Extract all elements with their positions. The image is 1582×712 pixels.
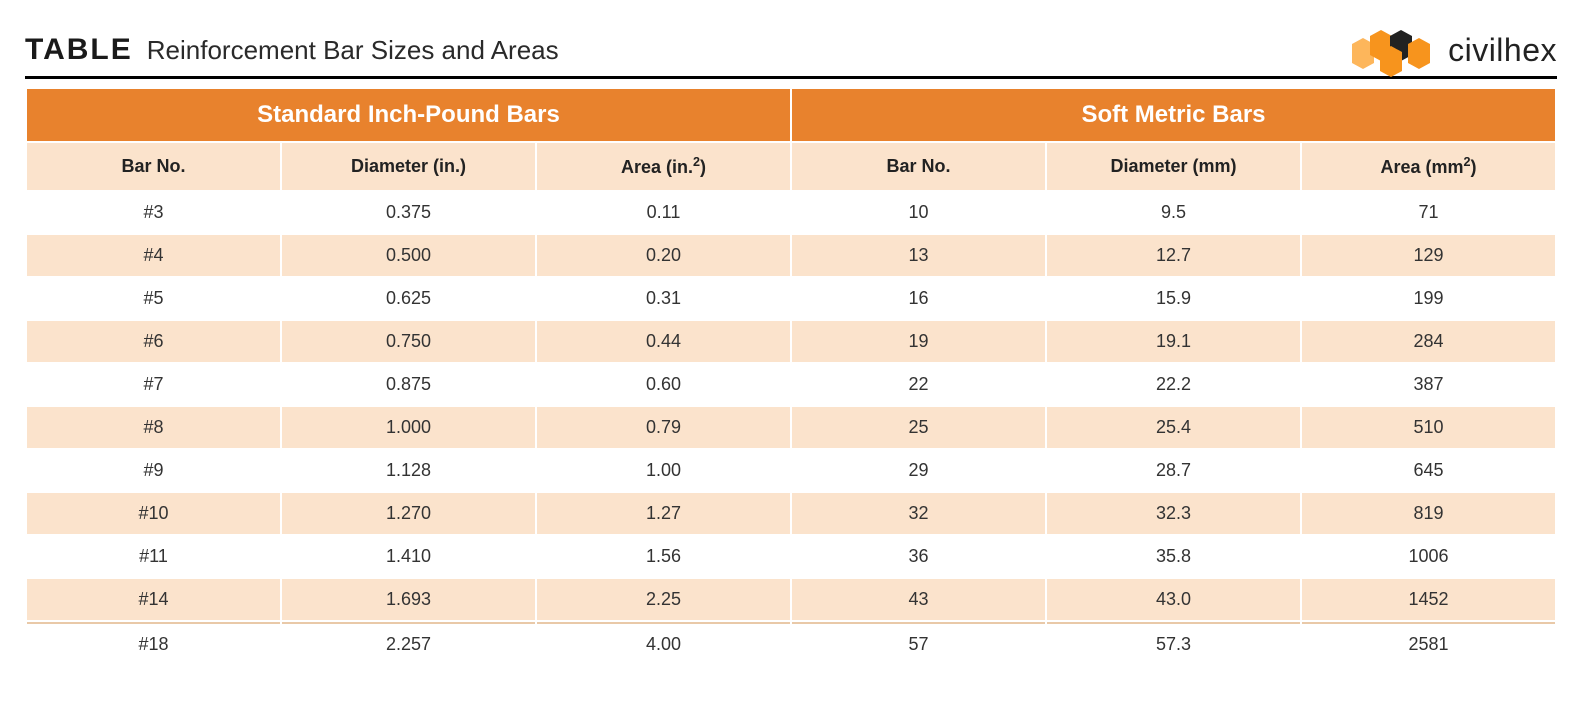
table-cell: 1.56 [537, 536, 790, 577]
table-cell: 387 [1302, 364, 1555, 405]
table-cell: 1452 [1302, 579, 1555, 620]
table-row: #91.1281.002928.7645 [27, 450, 1555, 491]
table-row: #111.4101.563635.81006 [27, 536, 1555, 577]
rebar-table: Standard Inch-Pound BarsSoft Metric Bars… [25, 87, 1557, 667]
table-cell: #14 [27, 579, 280, 620]
table-cell: #18 [27, 622, 280, 665]
group-header: Soft Metric Bars [792, 89, 1555, 141]
table-cell: 19 [792, 321, 1045, 362]
table-cell: 0.60 [537, 364, 790, 405]
table-cell: 10 [792, 192, 1045, 233]
table-subtitle: Reinforcement Bar Sizes and Areas [147, 35, 559, 66]
table-row: #30.3750.11109.571 [27, 192, 1555, 233]
table-row: #70.8750.602222.2387 [27, 364, 1555, 405]
table-label: TABLE [25, 33, 133, 67]
table-cell: 0.875 [282, 364, 535, 405]
table-cell: 12.7 [1047, 235, 1300, 276]
table-cell: 0.31 [537, 278, 790, 319]
table-cell: 819 [1302, 493, 1555, 534]
table-cell: 1006 [1302, 536, 1555, 577]
table-cell: 25.4 [1047, 407, 1300, 448]
table-cell: 129 [1302, 235, 1555, 276]
table-cell: 0.375 [282, 192, 535, 233]
table-cell: #10 [27, 493, 280, 534]
title-left: TABLE Reinforcement Bar Sizes and Areas [25, 33, 559, 67]
table-cell: 0.750 [282, 321, 535, 362]
table-cell: #5 [27, 278, 280, 319]
table-row: #40.5000.201312.7129 [27, 235, 1555, 276]
column-header: Area (in.2) [537, 143, 790, 190]
table-cell: 1.410 [282, 536, 535, 577]
table-cell: 0.625 [282, 278, 535, 319]
group-header-row: Standard Inch-Pound BarsSoft Metric Bars [27, 89, 1555, 141]
column-header: Bar No. [792, 143, 1045, 190]
table-cell: 9.5 [1047, 192, 1300, 233]
table-cell: 71 [1302, 192, 1555, 233]
table-cell: 43 [792, 579, 1045, 620]
title-bar: TABLE Reinforcement Bar Sizes and Areas … [25, 30, 1557, 79]
table-cell: #3 [27, 192, 280, 233]
table-cell: 284 [1302, 321, 1555, 362]
table-body: #30.3750.11109.571#40.5000.201312.7129#5… [27, 192, 1555, 665]
table-row: #60.7500.441919.1284 [27, 321, 1555, 362]
table-cell: 1.00 [537, 450, 790, 491]
table-cell: 0.44 [537, 321, 790, 362]
table-cell: 0.20 [537, 235, 790, 276]
table-cell: 25 [792, 407, 1045, 448]
table-cell: 22.2 [1047, 364, 1300, 405]
table-row: #50.6250.311615.9199 [27, 278, 1555, 319]
table-cell: 57 [792, 622, 1045, 665]
column-header: Bar No. [27, 143, 280, 190]
table-cell: 1.693 [282, 579, 535, 620]
group-header: Standard Inch-Pound Bars [27, 89, 790, 141]
table-cell: 15.9 [1047, 278, 1300, 319]
table-cell: 29 [792, 450, 1045, 491]
table-row: #182.2574.005757.32581 [27, 622, 1555, 665]
table-cell: 43.0 [1047, 579, 1300, 620]
brand: civilhex [1352, 30, 1557, 70]
table-cell: #9 [27, 450, 280, 491]
table-cell: 13 [792, 235, 1045, 276]
table-head: Standard Inch-Pound BarsSoft Metric Bars… [27, 89, 1555, 190]
table-cell: 36 [792, 536, 1045, 577]
table-row: #101.2701.273232.3819 [27, 493, 1555, 534]
table-cell: 32 [792, 493, 1045, 534]
table-cell: 16 [792, 278, 1045, 319]
table-row: #141.6932.254343.01452 [27, 579, 1555, 620]
table-cell: 645 [1302, 450, 1555, 491]
table-cell: 1.000 [282, 407, 535, 448]
column-header-row: Bar No.Diameter (in.)Area (in.2)Bar No.D… [27, 143, 1555, 190]
table-cell: 1.27 [537, 493, 790, 534]
table-cell: #11 [27, 536, 280, 577]
table-cell: #6 [27, 321, 280, 362]
table-cell: 0.79 [537, 407, 790, 448]
table-cell: 4.00 [537, 622, 790, 665]
brand-hex-icon [1352, 30, 1438, 70]
table-cell: 35.8 [1047, 536, 1300, 577]
table-cell: 28.7 [1047, 450, 1300, 491]
table-cell: 1.270 [282, 493, 535, 534]
column-header: Area (mm2) [1302, 143, 1555, 190]
table-cell: 57.3 [1047, 622, 1300, 665]
table-cell: 19.1 [1047, 321, 1300, 362]
table-cell: 2.25 [537, 579, 790, 620]
column-header: Diameter (mm) [1047, 143, 1300, 190]
table-cell: #4 [27, 235, 280, 276]
table-cell: #7 [27, 364, 280, 405]
table-cell: 510 [1302, 407, 1555, 448]
table-row: #81.0000.792525.4510 [27, 407, 1555, 448]
table-cell: 0.500 [282, 235, 535, 276]
table-cell: 22 [792, 364, 1045, 405]
table-cell: 199 [1302, 278, 1555, 319]
table-cell: 2.257 [282, 622, 535, 665]
table-cell: 1.128 [282, 450, 535, 491]
column-header: Diameter (in.) [282, 143, 535, 190]
table-cell: 32.3 [1047, 493, 1300, 534]
table-cell: #8 [27, 407, 280, 448]
table-cell: 2581 [1302, 622, 1555, 665]
brand-name: civilhex [1448, 32, 1557, 69]
table-cell: 0.11 [537, 192, 790, 233]
